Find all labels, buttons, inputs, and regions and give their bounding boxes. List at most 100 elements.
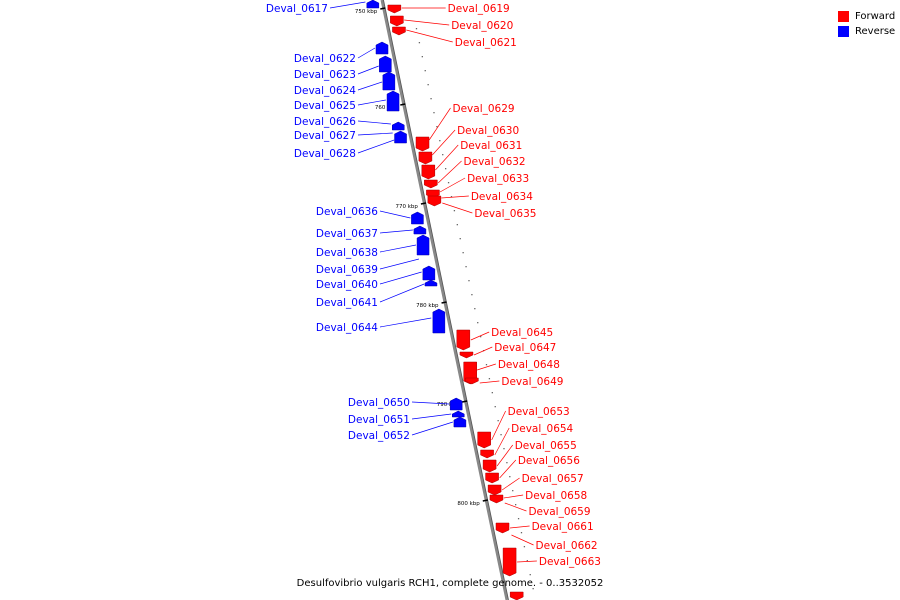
forward-leader-line	[511, 534, 534, 546]
forward-leader-line	[517, 560, 537, 563]
reverse-leader-line	[379, 244, 417, 253]
reverse-gene-label: Deval_0639	[316, 264, 378, 276]
reverse-gene-label: Deval_0617	[266, 3, 328, 15]
forward-leader-line	[501, 477, 520, 491]
forward-leader-line	[437, 160, 462, 184]
reverse-gene-feature	[449, 397, 463, 411]
reverse-gene-feature	[375, 41, 389, 55]
forward-gene-feature	[459, 351, 474, 359]
position-dot	[529, 574, 531, 576]
forward-gene-label: Deval_0659	[528, 506, 590, 518]
reverse-gene-feature	[424, 279, 438, 287]
reverse-leader-line	[379, 210, 411, 219]
forward-gene-feature	[489, 494, 504, 504]
forward-leader-line	[404, 19, 450, 26]
forward-gene-label: Deval_0653	[508, 406, 570, 418]
reverse-gene-label: Deval_0627	[294, 130, 356, 142]
forward-gene-label: Deval_0657	[522, 473, 584, 485]
position-dot	[480, 336, 482, 338]
forward-leader-line	[470, 331, 490, 341]
forward-leader-line	[499, 459, 517, 479]
forward-gene-label: Deval_0663	[539, 556, 601, 568]
forward-leader-line	[428, 107, 451, 141]
forward-gene-label: Deval_0649	[501, 376, 563, 388]
forward-gene-feature	[427, 195, 442, 207]
reverse-gene-feature	[382, 71, 396, 91]
forward-gene-label: Deval_0629	[453, 103, 515, 115]
scale-label: 780 kbp	[416, 303, 439, 309]
forward-gene-feature	[424, 179, 438, 189]
position-dot	[497, 420, 499, 422]
reverse-gene-feature	[422, 265, 436, 281]
forward-gene-feature	[415, 136, 430, 152]
reverse-gene-label: Deval_0622	[294, 53, 356, 65]
forward-leader-line	[476, 363, 496, 371]
position-dot	[506, 462, 508, 464]
reverse-gene-feature	[394, 130, 407, 144]
forward-gene-label: Deval_0632	[464, 156, 526, 168]
position-dot	[517, 518, 520, 520]
position-dot	[512, 490, 514, 492]
position-dot	[491, 392, 493, 394]
position-dot	[447, 182, 450, 184]
forward-gene-feature	[456, 329, 471, 351]
reverse-leader-line	[357, 132, 393, 136]
forward-leader-line	[432, 129, 456, 156]
reverse-leader-line	[411, 413, 452, 420]
reverse-leader-line	[357, 65, 379, 75]
reverse-gene-label: Deval_0623	[294, 69, 356, 81]
reverse-leader-line	[357, 99, 386, 106]
position-dot	[462, 252, 464, 254]
reverse-gene-label: Deval_0626	[294, 116, 356, 128]
reverse-gene-label: Deval_0652	[348, 430, 410, 442]
genome-caption: Desulfovibrio vulgaris RCH1, complete ge…	[296, 578, 604, 589]
forward-gene-feature	[495, 522, 510, 534]
forward-leader-line	[473, 346, 493, 356]
position-dot	[442, 154, 444, 156]
position-dot	[424, 70, 426, 72]
reverse-leader-line	[379, 258, 420, 270]
reverse-gene-feature	[453, 416, 467, 428]
reverse-gene-label: Deval_0624	[294, 85, 356, 97]
scale-tick	[441, 301, 447, 304]
scale-label: 770 kbp	[395, 204, 418, 210]
position-dot	[468, 280, 470, 282]
forward-gene-feature	[477, 431, 491, 449]
reverse-gene-label: Deval_0640	[316, 279, 378, 291]
forward-leader-line	[439, 177, 466, 193]
position-dot	[474, 308, 476, 310]
reverse-gene-label: Deval_0644	[316, 322, 378, 334]
forward-gene-feature	[392, 26, 406, 36]
scale-tick	[400, 103, 406, 106]
forward-leader-line	[479, 380, 500, 384]
reverse-leader-line	[357, 81, 383, 91]
reverse-gene-feature	[392, 121, 405, 131]
scale-label: 800 kbp	[457, 501, 480, 507]
forward-gene-label: Deval_0648	[498, 359, 560, 371]
forward-gene-label: Deval_0654	[511, 423, 573, 435]
forward-gene-feature	[487, 484, 502, 496]
position-dot	[503, 448, 505, 450]
reverse-swatch	[838, 26, 849, 37]
forward-leader-line	[435, 144, 459, 171]
forward-gene-label: Deval_0655	[515, 440, 577, 452]
scale-label: 750 kbp	[355, 9, 378, 15]
position-dot	[488, 378, 491, 380]
position-dot	[439, 140, 441, 142]
reverse-gene-label: Deval_0636	[316, 206, 378, 218]
scale-tick	[482, 499, 488, 502]
reverse-leader-line	[357, 120, 391, 125]
position-dot	[445, 168, 447, 170]
legend: Forward Reverse	[838, 9, 895, 39]
position-dot	[500, 434, 502, 436]
position-dot	[523, 546, 526, 548]
reverse-gene-label: Deval_0628	[294, 148, 356, 160]
position-dot	[459, 238, 461, 240]
position-dot	[453, 210, 456, 212]
forward-gene-label: Deval_0656	[518, 455, 580, 467]
forward-gene-feature	[418, 151, 433, 165]
legend-reverse: Reverse	[838, 24, 895, 39]
forward-gene-label: Deval_0631	[460, 140, 522, 152]
forward-gene-feature	[482, 459, 497, 473]
